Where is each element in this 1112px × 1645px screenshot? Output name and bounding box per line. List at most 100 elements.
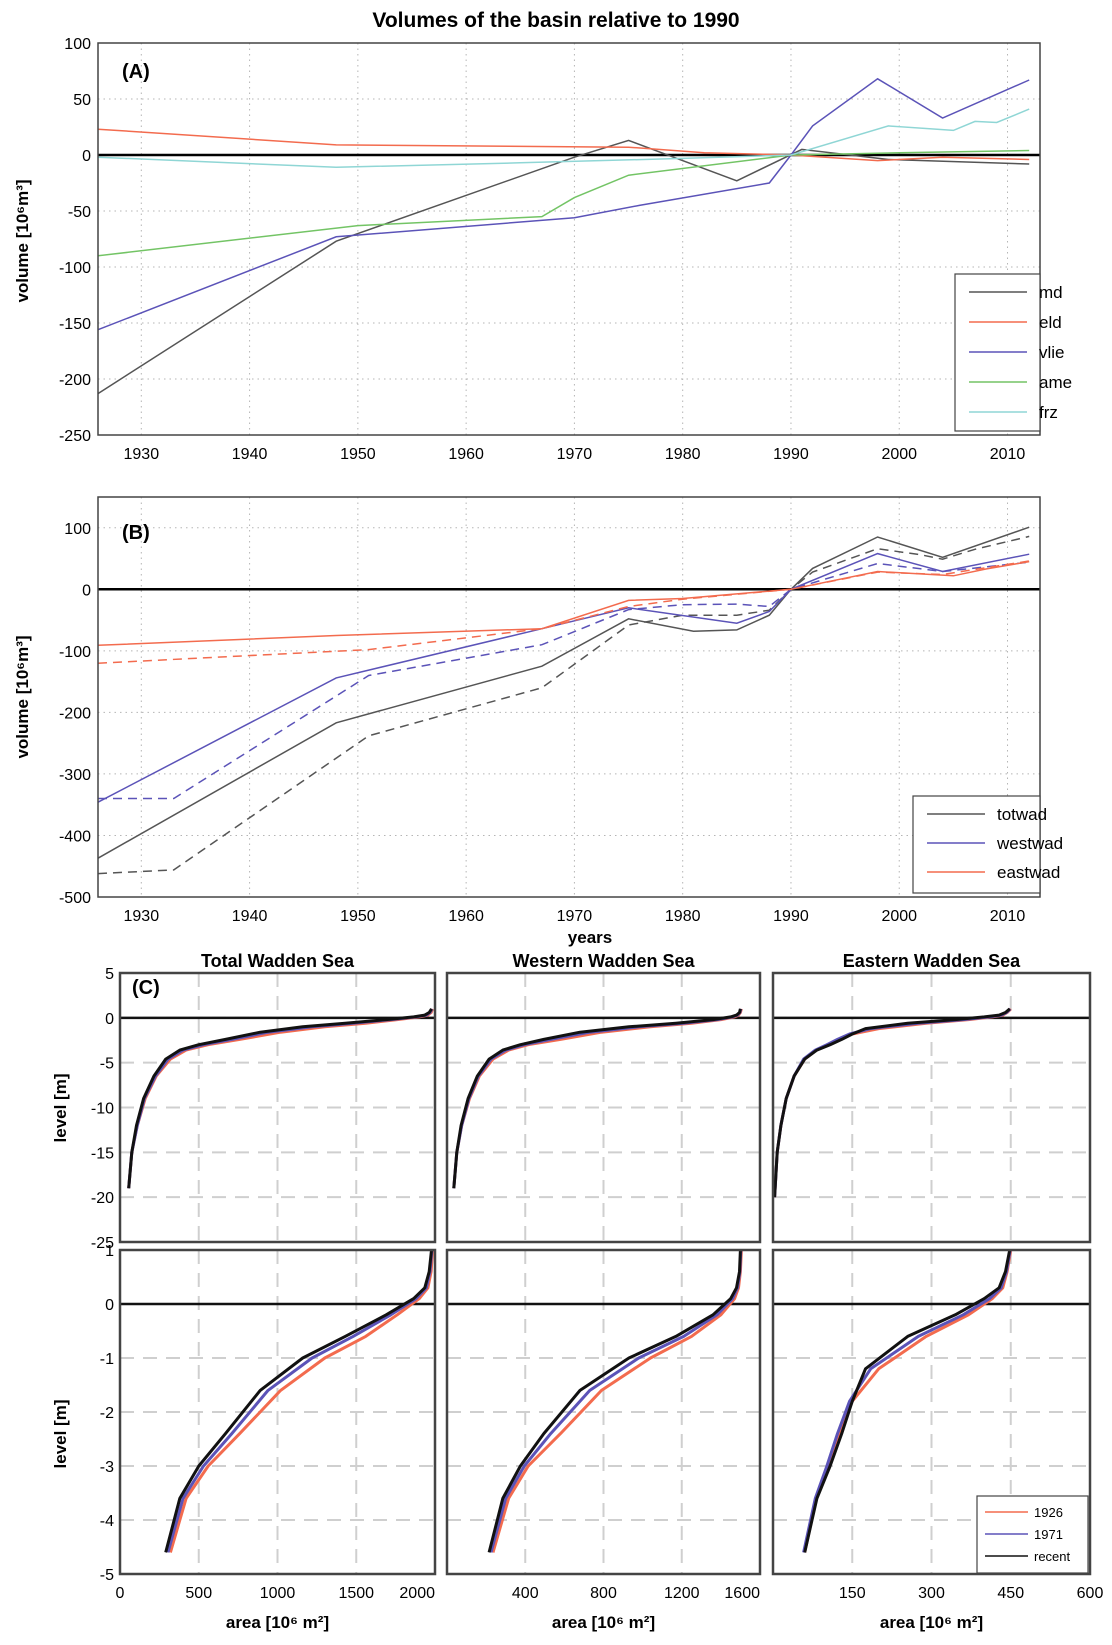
panel-b-legend-label: totwad	[997, 805, 1047, 824]
panel-c-col2-xlabel: area [10⁶ m²]	[552, 1613, 655, 1632]
panel-c-col1-ytick-label: -1	[100, 1351, 114, 1368]
panel-c-col1-xlabel: area [10⁶ m²]	[226, 1613, 329, 1632]
panel-a-ytick-label: 50	[73, 92, 91, 109]
panel-c-col1-ytick-label: -5	[100, 1056, 114, 1073]
panel-a-series-frz	[97, 108, 1030, 169]
panel-c-col1-ytick-label: -4	[100, 1513, 114, 1530]
panel-a-legend-label: md	[1039, 283, 1063, 302]
panel-c-col3-curve-1971	[802, 1249, 1012, 1553]
panel-a-series-eld	[97, 128, 1030, 162]
panel-c-col1-curve-1926	[127, 1008, 434, 1189]
panel-c-col2-xtick-label: 1600	[724, 1585, 760, 1602]
panel-a-ytick-label: -50	[68, 204, 91, 221]
panel-c-col1-ytick-label: 0	[105, 1011, 114, 1028]
panel-c-col3-curve-recent	[803, 1249, 1012, 1553]
panel-a-ytick-label: -100	[59, 260, 91, 277]
panel-c-legend-label: 1971	[1034, 1527, 1063, 1542]
panel-c-col1-ytick-label: 1	[105, 1243, 114, 1260]
panel-a-legend-label: vlie	[1039, 343, 1065, 362]
panel-b-xtick-label: 2000	[881, 908, 917, 925]
panel-c-col2-xtick-label: 400	[512, 1585, 539, 1602]
panel-c-col1-xtick-label: 1500	[338, 1585, 374, 1602]
panel-c-col1-bottom-plot: -5 -4 -3 -2 -1 0 1	[100, 1243, 437, 1584]
panel-b-frame	[97, 496, 1041, 898]
panel-c-col2-title: Western Wadden Sea	[512, 951, 695, 971]
panel-b-series-totwad	[97, 526, 1030, 859]
panel-b-xtick-label: 1990	[773, 908, 809, 925]
panel-c-col1-ytick-label: -25	[91, 1235, 114, 1252]
panel-a-ytick-label: -250	[59, 428, 91, 445]
panel-b-legend-label: westwad	[996, 834, 1063, 853]
panel-b-legend-label: eastwad	[997, 863, 1060, 882]
panel-a-legend-label: frz	[1039, 403, 1058, 422]
panel-c-col1-top-frame	[118, 971, 437, 1244]
panel-a-xtick-label: 1930	[124, 446, 160, 463]
panel-c-col3-curve-1971	[773, 1007, 1012, 1198]
panel-a-xtick-label: 1990	[773, 446, 809, 463]
panel-b-xtick-label: 2010	[990, 908, 1026, 925]
panel-c-col2-curve-1926	[452, 1008, 743, 1189]
panel-b-xtick-label: 1960	[448, 908, 484, 925]
panel-c-col1-curve-1971	[166, 1249, 434, 1553]
panel-c-col1-curve-1926	[168, 1249, 435, 1553]
panel-c-col1-ytick-label: -2	[100, 1405, 114, 1422]
panel-c-col2-bottom-frame	[445, 1248, 762, 1576]
panel-c-col1-ytick-label: -15	[91, 1145, 114, 1162]
panel-a-series-ame	[97, 149, 1030, 257]
panel-a-series-vlie	[97, 77, 1030, 331]
panel-c-col2-top-frame	[445, 971, 762, 1244]
panel-a-tag: (A)	[122, 61, 150, 83]
panel-c-col3-top-frame	[771, 971, 1092, 1244]
panel-b-ytick-label: -100	[59, 644, 91, 661]
panel-a-xtick-label: 1950	[340, 446, 376, 463]
panel-b-ytick-label: -400	[59, 828, 91, 845]
panel-b-series-dashed	[97, 560, 1030, 664]
panel-c-col1-curve-1971	[127, 1008, 434, 1189]
panel-b-series-westwad	[97, 552, 1030, 803]
panel-a: 1930 1940 1950 1960 1970 1980 1990 2000 2010 -250…	[59, 36, 1072, 463]
panel-c-col3-curve-recent	[773, 1007, 1011, 1198]
panel-c-col3-curve-1926	[773, 1007, 1012, 1198]
panel-c-col3-bottom-plot	[771, 1248, 1092, 1576]
panel-a-xtick-label: 2000	[881, 446, 917, 463]
panel-c-col3-xtick-label: 300	[918, 1585, 945, 1602]
panel-c-col2-top-plot	[445, 971, 762, 1244]
panel-c-col1-xtick-label: 2000	[399, 1585, 435, 1602]
panel-c-col3-top-plot	[771, 971, 1092, 1244]
panel-c-col1-ytick-label: 5	[105, 966, 114, 983]
panel-c-col2-xtick-label: 1200	[664, 1585, 700, 1602]
panel-b-xtick-label: 1950	[340, 908, 376, 925]
panel-c: Total Wadden Sea-25-20-15-10-505-5-4-3-2…	[91, 951, 1104, 1632]
panel-b: 1930 1940 1950 1960 1970 1980 1990 2000 2010 -500…	[59, 496, 1063, 925]
panel-c-col2-curve-1926	[491, 1249, 743, 1553]
panel-b-xtick-label: 1970	[557, 908, 593, 925]
panel-b-ytick-label: -500	[59, 890, 91, 907]
panel-b-ytick-label: -200	[59, 705, 91, 722]
panel-c-col1-curve-recent	[127, 1008, 433, 1189]
panel-c-legend-label: 1926	[1034, 1505, 1063, 1520]
panel-c-col1-ytick-label: -3	[100, 1459, 114, 1476]
panel-a-series-md	[97, 139, 1030, 395]
panel-c-col3-bottom-frame	[771, 1248, 1092, 1576]
panel-a-legend-label: ame	[1039, 373, 1072, 392]
panel-a-xtick-label: 1940	[232, 446, 268, 463]
panel-a-ylabel: volume [10⁶m³]	[13, 179, 32, 302]
panel-b-xlabel: years	[568, 928, 612, 947]
panel-a-xtick-label: 1980	[665, 446, 701, 463]
panel-a-xtick-label: 1970	[557, 446, 593, 463]
panel-c-top-ylabel: level [m]	[51, 1074, 70, 1143]
panel-c-tag: (C)	[132, 977, 160, 999]
panel-c-col2-curve-1971	[489, 1249, 743, 1553]
panel-c-col2-xtick-label: 800	[590, 1585, 617, 1602]
panel-c-col3-xtick-label: 600	[1077, 1585, 1104, 1602]
panel-a-xtick-label: 2010	[990, 446, 1026, 463]
panel-c-col2-curve-1971	[452, 1008, 743, 1189]
panel-b-legend: totwad westwad eastwad	[912, 795, 1063, 894]
panel-a-ytick-label: -200	[59, 372, 91, 389]
panel-b-ytick-label: -300	[59, 767, 91, 784]
panel-c-col1-ytick-label: -5	[100, 1567, 114, 1584]
panel-c-col3-xtick-label: 150	[839, 1585, 866, 1602]
panel-b-ytick-label: 100	[64, 521, 91, 538]
panel-a-ytick-label: 100	[64, 36, 91, 53]
panel-c-col1-top-plot: -25 -20 -15 -10 -5 0 5	[91, 966, 437, 1252]
